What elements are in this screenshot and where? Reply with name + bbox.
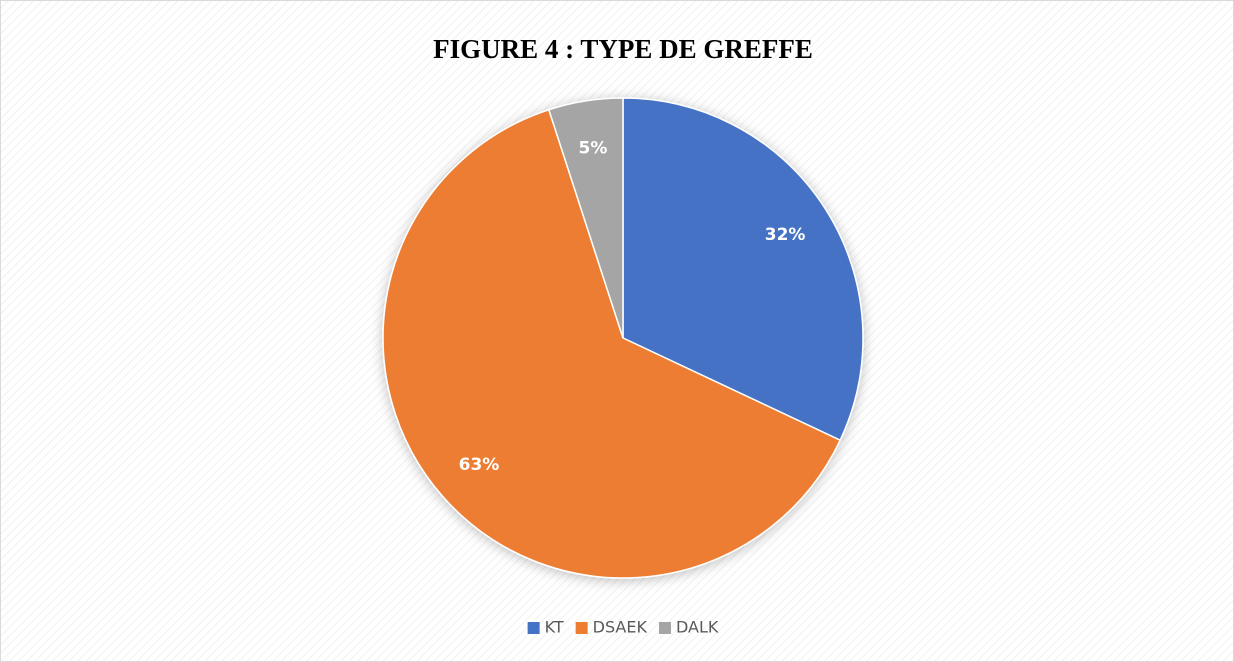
chart-title: FIGURE 4 : TYPE DE GREFFE — [433, 34, 813, 64]
legend-swatch — [527, 622, 540, 634]
pie — [382, 97, 864, 579]
legend-swatch — [575, 622, 588, 634]
legend-label: DALK — [676, 618, 719, 637]
pie-slice — [547, 97, 624, 339]
pie-slice — [382, 108, 842, 579]
legend-label: KT — [545, 618, 564, 637]
data-label: 5% — [579, 138, 608, 158]
data-labels: 32% 63% 5% — [459, 138, 806, 475]
data-label: 63% — [459, 455, 500, 475]
legend-swatch — [658, 622, 671, 634]
legend-label: DSAEK — [593, 618, 648, 637]
pie-slice — [622, 97, 864, 442]
legend: KT DSAEK DALK — [527, 618, 719, 637]
data-label: 32% — [765, 225, 806, 245]
